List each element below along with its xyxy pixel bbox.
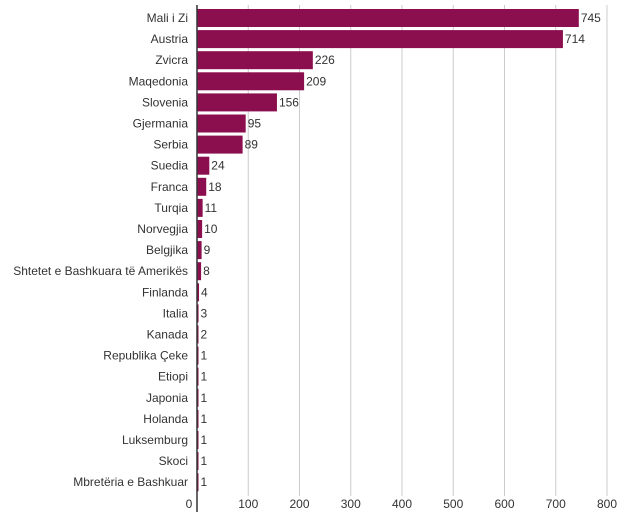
value-label: 1 (201, 370, 208, 384)
category-label: Zvicra (155, 53, 188, 67)
value-label: 1 (201, 475, 208, 489)
value-label: 1 (201, 349, 208, 363)
value-label: 11 (205, 201, 218, 215)
category-label: Mbretëria e Bashkuar (73, 475, 188, 489)
category-label: Gjermania (133, 117, 189, 131)
category-label: Shtetet e Bashkuara të Amerikës (13, 264, 188, 278)
bar (197, 30, 563, 49)
category-label: Austria (151, 32, 189, 46)
category-label: Franca (151, 180, 189, 194)
category-label: Serbia (153, 138, 188, 152)
x-tick-label: 100 (238, 497, 258, 511)
x-tick-label: 0 (186, 497, 193, 511)
value-label: 714 (565, 32, 585, 46)
bars (197, 9, 579, 492)
x-tick-label: 500 (443, 497, 463, 511)
value-label: 156 (279, 95, 299, 109)
bar (197, 9, 579, 27)
bar (197, 177, 207, 196)
bar (197, 156, 210, 175)
category-label: Slovenia (142, 95, 188, 109)
category-label: Luksemburg (122, 433, 188, 447)
x-tick-label: 400 (392, 497, 412, 511)
value-label: 1 (201, 412, 208, 426)
bar (197, 241, 202, 260)
bar (197, 198, 203, 217)
value-label: 209 (306, 74, 326, 88)
x-axis-tick-labels: 0 100 200 300 400 500 600 700 800 (186, 497, 618, 511)
value-label: 745 (581, 11, 601, 25)
value-label: 2 (201, 328, 208, 342)
bar (197, 220, 203, 238)
bar (197, 72, 305, 91)
category-label: Finlanda (142, 285, 188, 299)
value-label: 3 (201, 306, 208, 320)
category-label: Belgjika (146, 243, 188, 257)
value-label: 4 (201, 285, 208, 299)
category-label: Maqedonia (129, 74, 189, 88)
value-label: 18 (208, 180, 222, 194)
bar (197, 93, 277, 112)
bar (197, 51, 313, 70)
category-label: Italia (163, 306, 189, 320)
x-tick-label: 600 (494, 497, 514, 511)
bar (197, 135, 243, 154)
bar (197, 114, 246, 133)
value-label: 8 (203, 264, 210, 278)
x-tick-label: 300 (341, 497, 361, 511)
category-label: Skoci (159, 454, 188, 468)
category-label: Norvegjia (137, 222, 188, 236)
bar (197, 262, 202, 281)
category-labels: Mali i Zi Austria Zvicra Maqedonia Slovenia G… (13, 11, 188, 489)
value-label: 24 (211, 159, 225, 173)
value-label: 95 (248, 117, 262, 131)
category-label: Suedia (151, 159, 189, 173)
value-label: 1 (201, 391, 208, 405)
value-label: 10 (204, 222, 218, 236)
value-label: 226 (315, 53, 335, 67)
category-label: Etiopi (158, 370, 188, 384)
value-label: 1 (201, 454, 208, 468)
bar (197, 283, 200, 302)
category-label: Japonia (146, 391, 188, 405)
x-tick-label: 700 (546, 497, 566, 511)
category-label: Mali i Zi (147, 11, 188, 25)
category-label: Holanda (143, 412, 188, 426)
value-label: 1 (201, 433, 208, 447)
category-label: Turqia (154, 201, 188, 215)
value-label: 9 (204, 243, 211, 257)
x-tick-label: 200 (289, 497, 309, 511)
bar (197, 304, 199, 323)
category-label: Kanada (147, 328, 189, 342)
category-label: Republika Çeke (103, 349, 188, 363)
value-label: 89 (245, 138, 259, 152)
x-tick-label: 800 (597, 497, 617, 511)
